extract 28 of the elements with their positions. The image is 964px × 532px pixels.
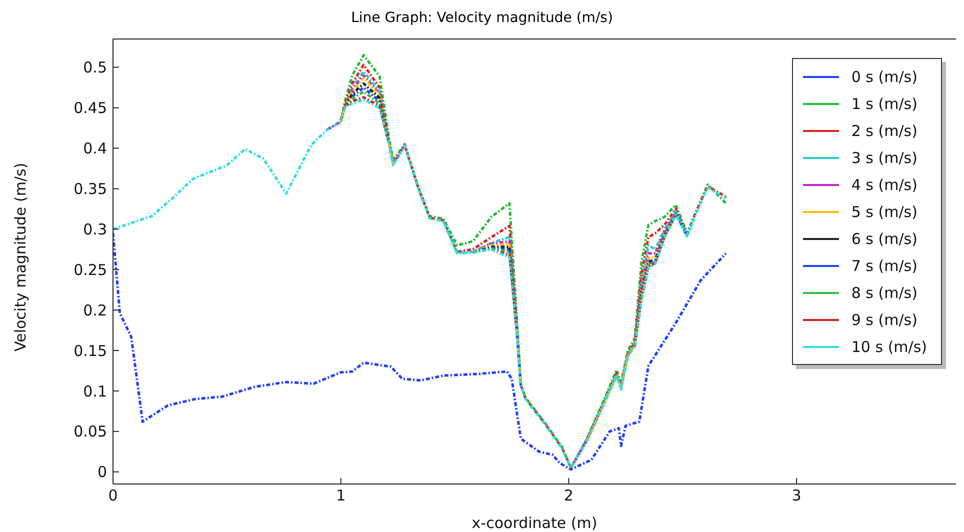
legend-label: 4 s (m/s) (851, 176, 918, 194)
y-tick-label: 0 (97, 463, 107, 482)
legend-label: 1 s (m/s) (851, 94, 918, 112)
legend-label: 3 s (m/s) (851, 148, 918, 166)
legend-label: 8 s (m/s) (851, 284, 918, 302)
x-axis-title: x-coordinate (m) (472, 514, 598, 532)
y-axis-title: Velocity magnitude (m/s) (11, 162, 30, 352)
legend-label: 0 s (m/s) (851, 68, 918, 86)
x-tick-label: 1 (336, 486, 346, 505)
y-tick-label: 0.25 (74, 260, 107, 279)
legend-label: 9 s (m/s) (851, 310, 918, 328)
legend-label: 5 s (m/s) (851, 202, 918, 220)
legend-label: 7 s (m/s) (851, 256, 918, 274)
chart-title: Line Graph: Velocity magnitude (m/s) (350, 10, 614, 26)
x-tick-label: 2 (564, 486, 574, 505)
legend-label: 6 s (m/s) (851, 230, 918, 248)
y-tick-label: 0.1 (83, 382, 107, 400)
y-tick-label: 0.35 (74, 180, 107, 198)
y-tick-label: 0.5 (83, 58, 107, 77)
x-tick-label: 3 (792, 486, 802, 505)
y-tick-label: 0.2 (83, 301, 107, 320)
y-tick-label: 0.4 (83, 140, 107, 158)
legend-label: 2 s (m/s) (851, 122, 918, 140)
y-tick-label: 0.45 (74, 99, 107, 118)
legend-label: 10 s (m/s) (851, 338, 927, 356)
y-tick-label: 0.15 (74, 342, 107, 360)
y-tick-label: 0.05 (74, 422, 107, 441)
y-tick-label: 0.3 (83, 220, 107, 238)
